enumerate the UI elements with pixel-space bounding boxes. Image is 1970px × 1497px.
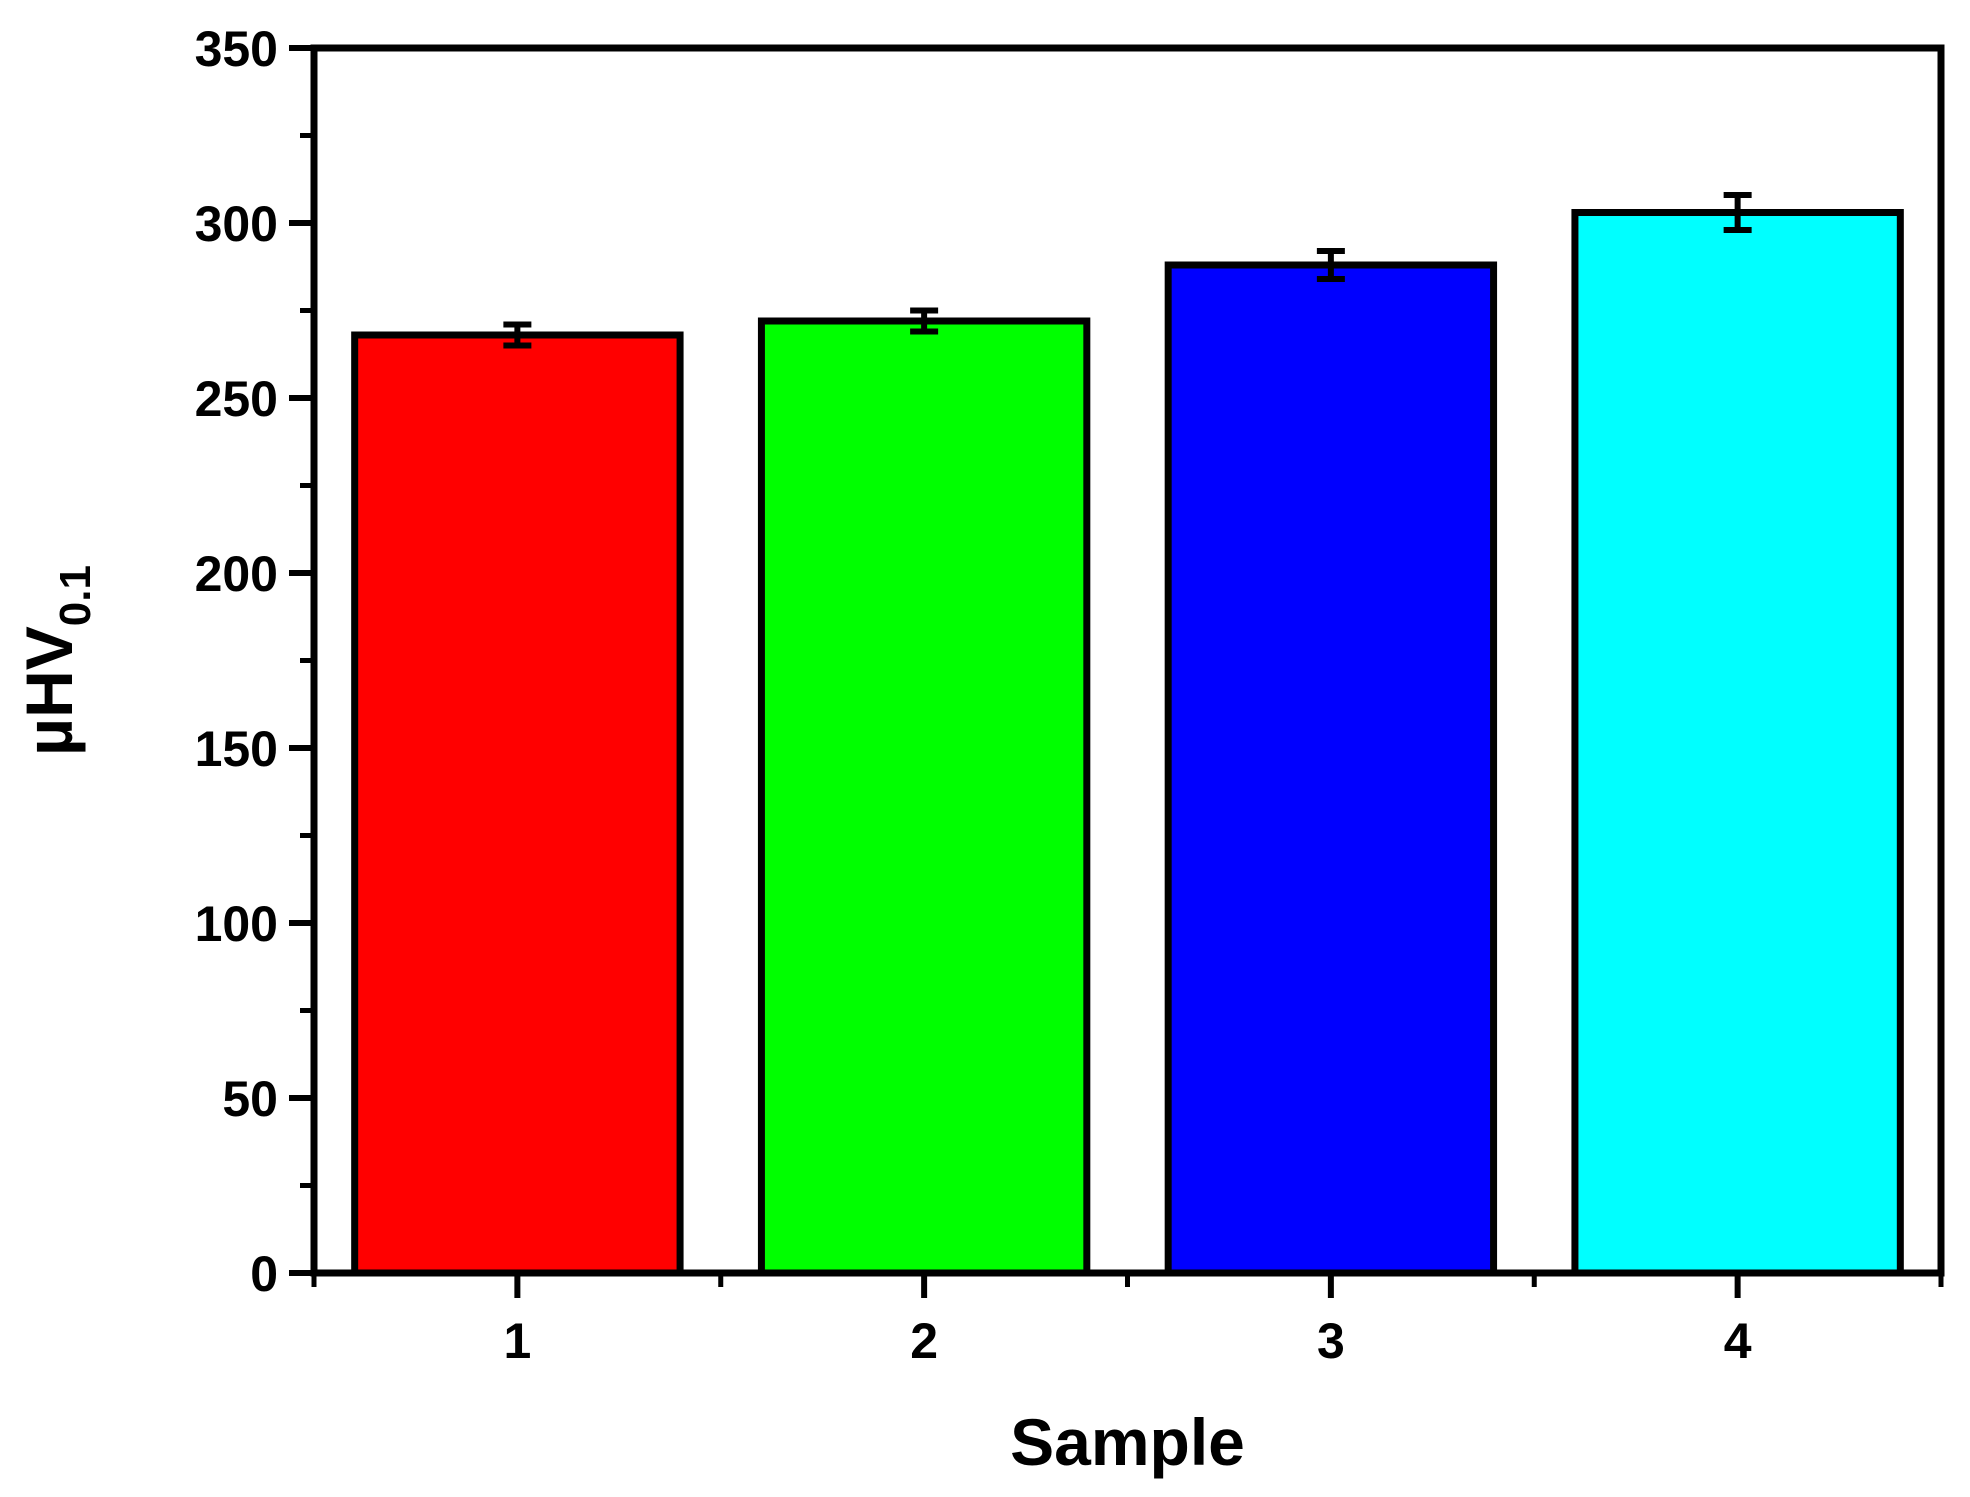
error-bar-1: [503, 321, 532, 349]
y-tick-label: 300: [195, 196, 278, 252]
bar-1: [351, 331, 684, 1277]
y-axis-title-main: µHV: [12, 626, 86, 756]
x-tick-label: 4: [1724, 1313, 1752, 1369]
x-axis-ticks: 1 2 3 4: [311, 1273, 1944, 1369]
error-bar-2: [910, 307, 939, 335]
x-tick-label: 2: [910, 1313, 938, 1369]
x-tick-label: 1: [503, 1313, 531, 1369]
y-tick-label: 350: [195, 21, 278, 77]
y-axis-title-subscript: 0.1: [51, 565, 100, 626]
bars-layer: [351, 209, 1904, 1277]
y-axis-ticks: 0 50 100 150 200 250 300 350: [195, 21, 314, 1302]
y-tick-label: 200: [195, 546, 278, 602]
y-tick-label: 100: [195, 896, 278, 952]
bar-2: [757, 317, 1091, 1277]
error-bar-3: [1316, 248, 1345, 282]
bar-4: [1571, 209, 1904, 1277]
y-axis-title: µHV0.1: [12, 565, 100, 756]
bar-3: [1164, 261, 1498, 1277]
y-tick-label: 150: [195, 721, 278, 777]
error-bars-layer: [503, 192, 1752, 349]
y-tick-label: 0: [250, 1246, 278, 1302]
y-tick-label: 50: [222, 1071, 278, 1127]
x-tick-label: 3: [1317, 1313, 1345, 1369]
error-bar-4: [1723, 192, 1752, 233]
x-axis-title: Sample: [1010, 1405, 1245, 1479]
y-tick-label: 250: [195, 371, 278, 427]
